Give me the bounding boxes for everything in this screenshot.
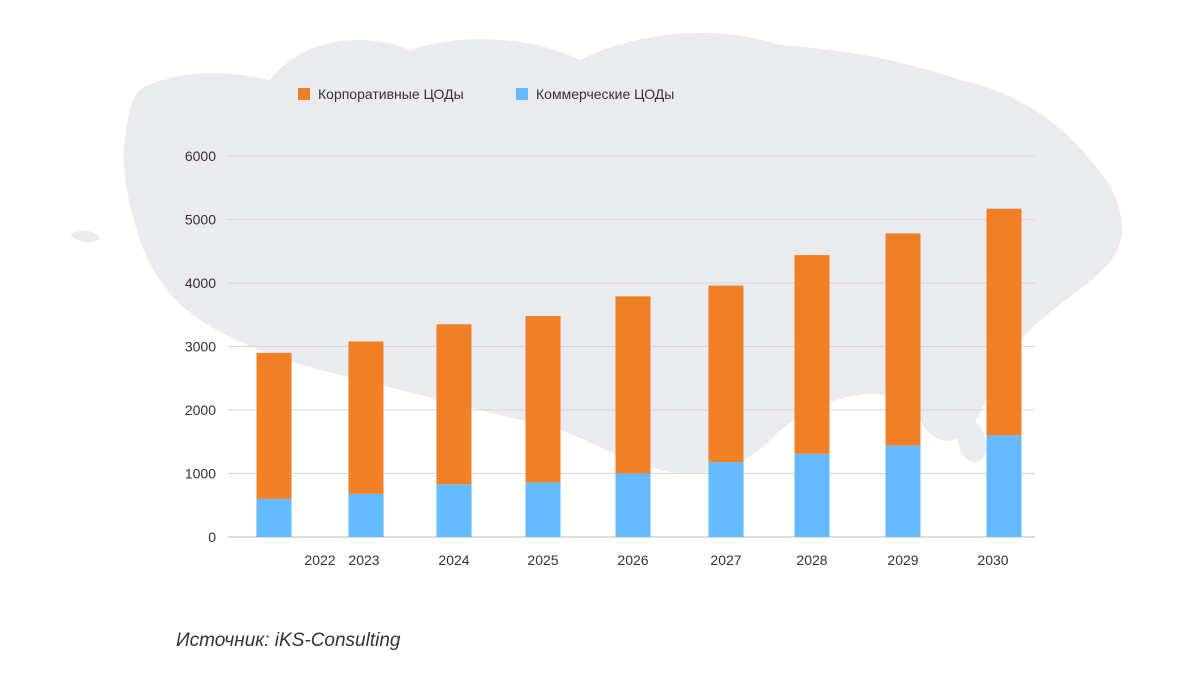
bar-2030-commercial	[986, 435, 1022, 537]
bar-2028-corporate	[794, 255, 830, 454]
x-tick-label: 2023	[348, 552, 379, 568]
x-tick-label: 2027	[710, 552, 741, 568]
x-tick-label: 2022	[304, 552, 335, 568]
bar-2027-corporate	[708, 285, 744, 463]
x-tick-label: 2030	[977, 552, 1008, 568]
source-caption: Источник: iKS-Consulting	[176, 630, 401, 651]
y-tick-label: 3000	[185, 339, 216, 355]
legend-label: Корпоративные ЦОДы	[318, 86, 464, 102]
bar-2022-commercial	[256, 498, 292, 537]
bars	[256, 208, 1022, 537]
bar-2025-corporate	[525, 316, 561, 483]
bar-2024-commercial	[436, 484, 472, 537]
bar-2029-corporate	[885, 233, 921, 446]
bar-2024-corporate	[436, 324, 472, 485]
legend-label: Коммерческие ЦОДы	[536, 86, 674, 102]
legend: Корпоративные ЦОДы Коммерческие ЦОДы	[298, 86, 674, 102]
y-axis-ticks: 0 1000 2000 3000 4000 5000 6000	[185, 148, 216, 545]
bar-2030-corporate	[986, 208, 1022, 436]
bar-2025-commercial	[525, 482, 561, 537]
y-tick-label: 4000	[185, 275, 216, 291]
y-tick-label: 2000	[185, 402, 216, 418]
bar-2026-commercial	[615, 473, 651, 537]
bar-2022-corporate	[256, 352, 292, 499]
bar-2023-commercial	[348, 493, 384, 537]
x-tick-label: 2024	[438, 552, 469, 568]
x-tick-label: 2028	[796, 552, 827, 568]
bar-2029-commercial	[885, 445, 921, 537]
y-tick-label: 5000	[185, 212, 216, 228]
bar-2028-commercial	[794, 453, 830, 537]
legend-swatch	[298, 88, 310, 100]
x-tick-label: 2029	[887, 552, 918, 568]
y-tick-label: 0	[208, 529, 216, 545]
x-tick-label: 2025	[527, 552, 558, 568]
y-tick-label: 1000	[185, 466, 216, 482]
bar-2023-corporate	[348, 341, 384, 494]
legend-swatch	[516, 88, 528, 100]
y-tick-label: 6000	[185, 148, 216, 164]
x-axis-ticks: 2022 2023 2024 2025 2026 2027 2028 2029 2030	[304, 552, 1008, 568]
bar-2027-commercial	[708, 462, 744, 537]
x-tick-label: 2026	[617, 552, 648, 568]
bar-2026-corporate	[615, 296, 651, 474]
